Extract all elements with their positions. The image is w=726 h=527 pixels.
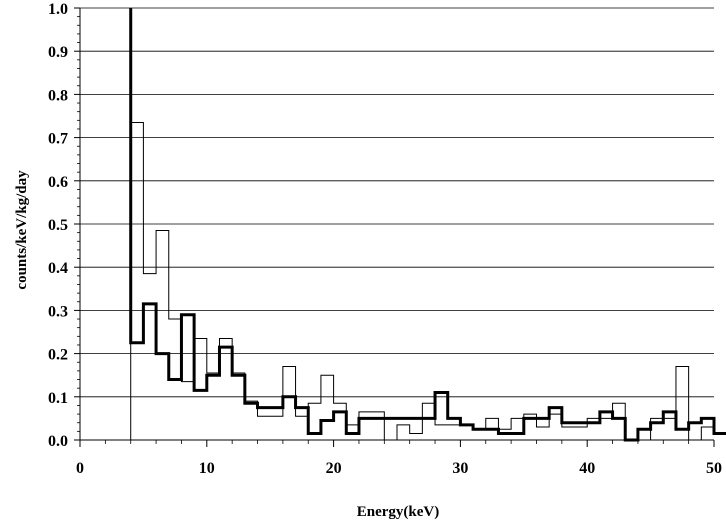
series-thick-histogram	[129, 8, 726, 442]
x-tick-label: 50	[706, 460, 722, 477]
y-tick-label: 0.8	[48, 87, 68, 104]
x-tick-labels: 0 10 20 30 40 50	[76, 460, 722, 477]
y-tick-label: 0.5	[48, 217, 68, 234]
x-tick-label: 20	[326, 460, 342, 477]
y-tick-label: 0.9	[48, 44, 68, 61]
x-axis-title: Energy(keV)	[357, 504, 440, 520]
series-group	[129, 8, 726, 442]
y-axis-title: counts/keV/kg/day	[14, 170, 30, 290]
y-tick-label: 1.0	[48, 1, 68, 18]
y-tick-label: 0.1	[48, 390, 68, 407]
x-tick-label: 10	[199, 460, 215, 477]
y-tick-label: 0.4	[48, 260, 68, 277]
y-tick-label: 0.2	[48, 347, 68, 364]
y-tick-label: 0.6	[48, 174, 68, 191]
gridlines	[80, 7, 714, 398]
axes	[74, 7, 715, 447]
y-tick-labels: 0.0 0.1 0.2 0.3 0.4 0.5 0.6 0.7 0.8 0.9 1.0	[48, 1, 68, 450]
y-tick-label: 0.3	[48, 303, 68, 320]
x-tick-label: 0	[76, 460, 84, 477]
x-tick-label: 30	[452, 460, 468, 477]
y-tick-label: 0.0	[48, 433, 68, 450]
series-thin-histogram	[130, 121, 714, 441]
y-tick-label: 0.7	[48, 131, 68, 148]
x-tick-label: 40	[579, 460, 595, 477]
